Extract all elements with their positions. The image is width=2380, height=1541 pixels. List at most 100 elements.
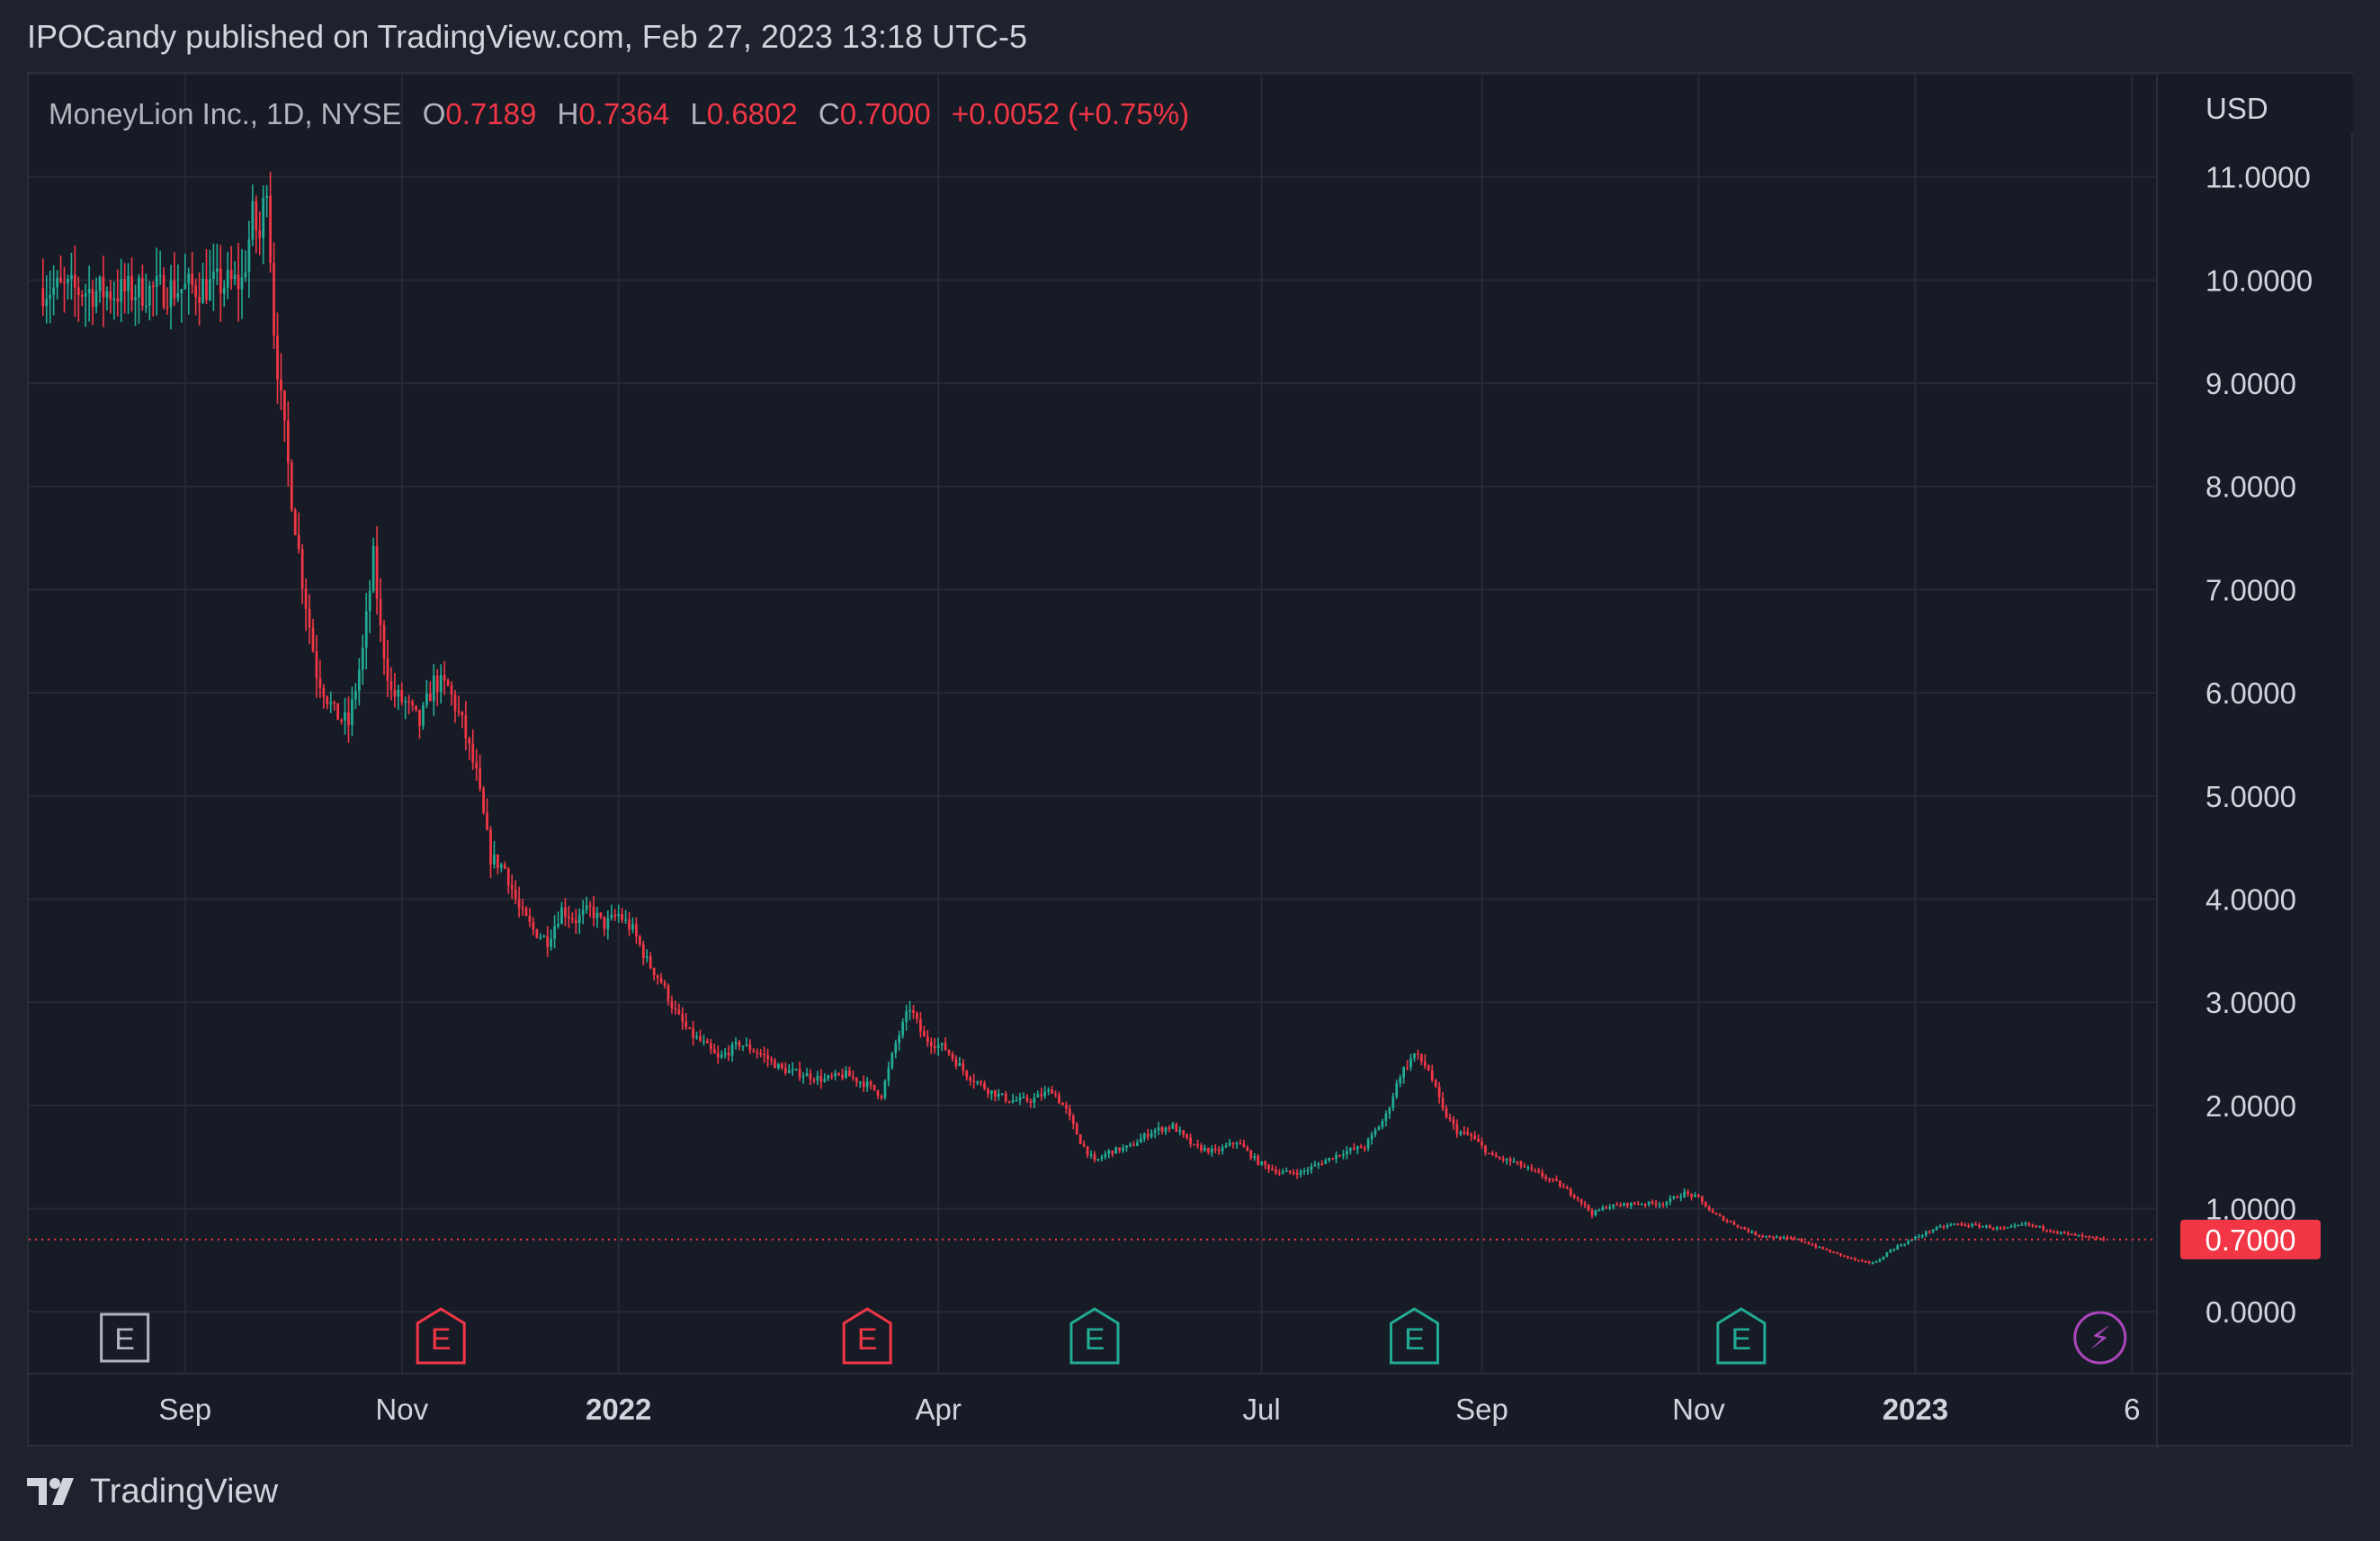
candle xyxy=(1750,1229,1754,1234)
candle-body xyxy=(1430,1070,1434,1080)
price-chart[interactable]: E E E E E E ⚡ 0.00001.00002.00003.00004.00005.… xyxy=(29,74,2355,1448)
candle xyxy=(639,934,641,947)
candle xyxy=(1679,1193,1683,1202)
candle-body xyxy=(1867,1261,1871,1263)
candle-body xyxy=(286,420,290,463)
candle-body xyxy=(1189,1137,1193,1144)
candle-body xyxy=(2070,1233,2073,1235)
candle-body xyxy=(340,720,343,721)
candle-body xyxy=(1743,1227,1747,1230)
candle-body xyxy=(2073,1233,2077,1236)
candle xyxy=(745,1037,748,1047)
candle-body xyxy=(1025,1097,1029,1102)
candle xyxy=(1281,1168,1284,1175)
candle-body xyxy=(1203,1148,1206,1151)
candle xyxy=(386,640,389,697)
candle xyxy=(787,1064,791,1074)
candle-body xyxy=(706,1040,709,1044)
candle-body xyxy=(947,1050,951,1054)
candle-body xyxy=(1874,1261,1878,1263)
candle xyxy=(688,1026,692,1030)
earnings-marker[interactable] xyxy=(1716,1307,1767,1365)
candle xyxy=(1488,1152,1490,1155)
candle xyxy=(926,1030,929,1047)
earnings-marker[interactable] xyxy=(1389,1307,1439,1365)
candle-body xyxy=(393,689,397,697)
candle-body xyxy=(45,299,49,307)
candle-body xyxy=(1306,1169,1310,1172)
candle xyxy=(464,701,468,751)
candle xyxy=(1978,1222,1981,1230)
candle xyxy=(1466,1127,1470,1136)
candle xyxy=(1725,1218,1729,1223)
candle xyxy=(823,1073,827,1083)
candle xyxy=(1086,1145,1089,1159)
earnings-marker[interactable] xyxy=(1069,1307,1120,1365)
candle xyxy=(1917,1233,1920,1238)
candle xyxy=(1789,1235,1793,1240)
candle-body xyxy=(539,936,542,939)
candle-body xyxy=(1669,1198,1672,1203)
candle-body xyxy=(432,675,435,702)
candle xyxy=(1714,1212,1718,1215)
candle-body xyxy=(759,1053,763,1055)
candle-body xyxy=(2031,1224,2035,1227)
candle-body xyxy=(621,914,624,920)
candle-body xyxy=(801,1076,805,1078)
candle-body xyxy=(219,268,222,294)
candle-body xyxy=(1381,1121,1384,1127)
candle-body xyxy=(1914,1237,1917,1240)
event-markers[interactable]: E E E E E E ⚡ xyxy=(100,1307,2127,1365)
candle-body xyxy=(1750,1231,1754,1233)
candle-body xyxy=(1295,1173,1299,1176)
candle-body xyxy=(723,1053,727,1055)
candle-body xyxy=(1561,1187,1565,1188)
candle xyxy=(1246,1145,1249,1152)
candle-body xyxy=(805,1073,809,1077)
time-axis[interactable]: Sep Nov 2022 Apr Jul Sep Nov 2023 6 xyxy=(29,1373,2355,1426)
candle-body xyxy=(581,909,585,915)
candle-body xyxy=(123,279,127,291)
candle xyxy=(1306,1167,1310,1175)
candle xyxy=(1864,1259,1867,1263)
candle xyxy=(1129,1142,1132,1148)
candle-body xyxy=(972,1080,976,1082)
candle-body xyxy=(461,712,464,716)
candle-body xyxy=(1523,1166,1526,1168)
candle-body xyxy=(1146,1133,1150,1137)
candle-body xyxy=(926,1036,929,1043)
candle xyxy=(702,1035,705,1046)
candle-body xyxy=(1328,1158,1331,1160)
chart-frame[interactable]: E E E E E E ⚡ 0.0000 1.0000 2.0000 3.0000 4.0000 5.… xyxy=(27,72,2355,1448)
candle xyxy=(1878,1258,1882,1263)
candle-body xyxy=(564,907,567,917)
symbol-name[interactable]: MoneyLion Inc., 1D, NYSE xyxy=(49,97,402,130)
price-axis[interactable]: 0.00001.00002.00003.00004.00005.00006.00… xyxy=(2156,74,2353,1448)
candle-body xyxy=(1807,1242,1811,1245)
candle xyxy=(194,278,198,316)
candle xyxy=(506,866,510,894)
dividend-marker[interactable] xyxy=(2073,1311,2127,1365)
candle xyxy=(91,280,94,326)
candle-body xyxy=(1043,1091,1047,1097)
candle xyxy=(1239,1139,1242,1145)
candle-body xyxy=(464,715,468,739)
candle xyxy=(1601,1205,1605,1212)
candle-body xyxy=(222,287,226,294)
candle-body xyxy=(173,280,176,299)
candle xyxy=(652,967,656,981)
earnings-marker[interactable] xyxy=(842,1307,892,1365)
candle xyxy=(1328,1157,1331,1163)
tradingview-logo[interactable]: TradingView xyxy=(27,1472,278,1511)
candle xyxy=(226,251,229,300)
candle xyxy=(134,284,137,327)
earnings-marker[interactable] xyxy=(100,1313,150,1363)
candle xyxy=(1231,1142,1235,1149)
candle-body xyxy=(1473,1135,1476,1139)
earnings-marker[interactable] xyxy=(416,1307,466,1365)
candle-body xyxy=(489,829,492,865)
candle xyxy=(183,254,187,290)
candle xyxy=(1175,1122,1178,1133)
candle xyxy=(1758,1234,1760,1238)
candle-body xyxy=(87,289,91,294)
